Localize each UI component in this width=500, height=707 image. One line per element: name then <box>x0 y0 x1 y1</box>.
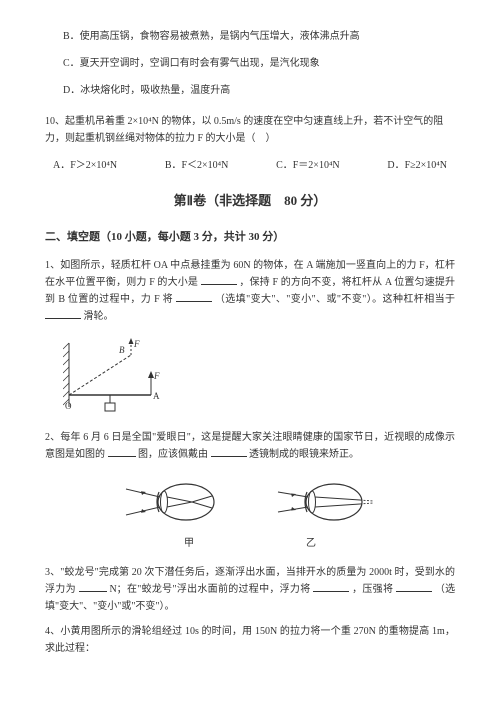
q10-option-c: C．F＝2×10⁴N <box>276 157 340 174</box>
eye-label-left: 甲 <box>184 535 194 552</box>
eye-left-icon <box>124 475 224 529</box>
section-2-title: 第Ⅱ卷（非选择题 80 分） <box>45 190 455 212</box>
eye-label-right: 乙 <box>306 535 316 552</box>
blank <box>45 308 81 319</box>
blank <box>201 274 237 285</box>
svg-text:A: A <box>153 391 160 401</box>
svg-text:B: B <box>119 345 125 355</box>
eye-figures <box>45 475 455 529</box>
fill-q3: 3、"蛟龙号"完成第 20 次下潜任务后，逐渐浮出水面，当排开水的质量为 200… <box>45 564 455 615</box>
svg-text:O: O <box>65 401 72 411</box>
fill-q4-p1: 4、小黄用图所示的滑轮组经过 10s 的时间，用 150N 的拉力将一个重 27… <box>45 626 455 654</box>
eye-right-icon <box>276 475 376 529</box>
fill-q2-p2: 图，应该佩戴由 <box>138 449 208 460</box>
blank <box>79 581 107 592</box>
eye-labels: 甲 乙 <box>45 535 455 552</box>
q10-stem: 10、起重机吊着重 2×10⁴N 的物体，以 0.5m/s 的速度在空中匀速直线… <box>45 113 455 147</box>
blank <box>313 581 349 592</box>
q10-options: A．F＞2×10⁴N B．F＜2×10⁴N C．F＝2×10⁴N D．F≥2×1… <box>45 157 455 174</box>
fill-q2: 2、每年 6 月 6 日是全国"爱眼日"，这是提醒大家关注眼睛健康的国家节日，近… <box>45 429 455 463</box>
q10-option-b: B．F＜2×10⁴N <box>165 157 229 174</box>
svg-text:F: F <box>153 371 160 381</box>
svg-text:F: F <box>133 339 140 349</box>
fill-blank-header: 二、填空题（10 小题，每小题 3 分，共计 30 分） <box>45 228 455 247</box>
q9-option-b: B．使用高压锅，食物容易被煮熟，是锅内气压增大，液体沸点升高 <box>45 28 455 45</box>
fill-q1: 1、如图所示，轻质杠杆 OA 中点悬挂重为 60N 的物体，在 A 端施加一竖直… <box>45 257 455 325</box>
fill-q3-p3: ，压强将 <box>352 584 393 595</box>
fill-q1-p4: 滑轮。 <box>84 311 114 322</box>
blank <box>108 446 136 457</box>
lever-figure: O A B F F <box>63 337 455 415</box>
q9-option-d: D．冰块熔化时，吸收热量，温度升高 <box>45 82 455 99</box>
fill-q3-p2: N；在"蛟龙号"浮出水面前的过程中，浮力将 <box>109 584 310 595</box>
fill-q4: 4、小黄用图所示的滑轮组经过 10s 的时间，用 150N 的拉力将一个重 27… <box>45 623 455 657</box>
blank <box>176 291 212 302</box>
fill-q2-p3: 透镜制成的眼镜来矫正。 <box>249 449 359 460</box>
q10-option-a: A．F＞2×10⁴N <box>53 157 117 174</box>
q9-option-c: C．夏天开空调时，空调口有时会有雾气出现，是汽化现象 <box>45 55 455 72</box>
fill-q1-p3: （选填"变大"、"变小"、或"不变"）。这种杠杆相当于 <box>215 294 455 305</box>
blank <box>396 581 432 592</box>
blank <box>211 446 247 457</box>
q10-option-d: D．F≥2×10⁴N <box>387 157 447 174</box>
